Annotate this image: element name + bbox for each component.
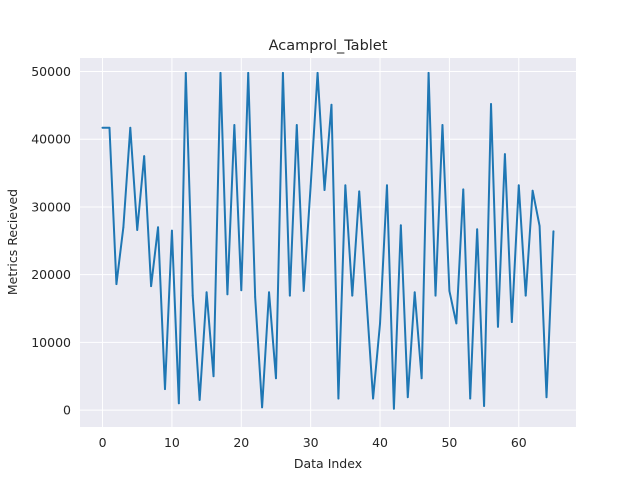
data-point: [420, 377, 423, 380]
data-point: [150, 285, 153, 288]
data-point: [129, 126, 132, 129]
data-point: [427, 72, 430, 74]
x-tick-label: 0: [99, 435, 107, 450]
data-point: [275, 377, 277, 380]
data-point: [247, 72, 250, 74]
data-point: [406, 396, 409, 399]
data-point: [510, 321, 513, 323]
data-point: [233, 124, 236, 126]
data-point: [441, 124, 444, 126]
x-tick-label: 40: [372, 435, 388, 450]
data-point: [254, 296, 257, 298]
data-point: [122, 226, 125, 229]
x-tick-label: 10: [164, 435, 180, 450]
data-point: [177, 402, 180, 405]
data-point: [379, 322, 381, 325]
y-axis-label: Metrics Recieved: [5, 189, 20, 295]
data-point: [531, 189, 534, 192]
data-point: [330, 103, 333, 106]
data-point: [399, 224, 402, 227]
y-tick-label: 0: [63, 403, 71, 418]
data-point: [344, 184, 347, 187]
data-point: [497, 325, 499, 328]
data-point: [219, 72, 222, 74]
series-layer: [101, 71, 555, 410]
data-point: [538, 225, 541, 227]
x-tick-label: 20: [233, 435, 249, 450]
y-tick-label: 40000: [31, 132, 71, 147]
data-point: [268, 291, 270, 294]
data-point: [337, 397, 340, 400]
data-point: [205, 291, 208, 294]
y-tick-label: 30000: [31, 199, 71, 214]
data-point: [469, 397, 472, 400]
data-point: [295, 124, 298, 126]
data-point: [413, 291, 416, 294]
data-point: [282, 72, 284, 74]
data-point: [157, 226, 159, 229]
data-point: [226, 293, 229, 296]
y-tick-label: 20000: [31, 267, 71, 282]
data-point: [504, 153, 506, 156]
data-point: [115, 283, 118, 286]
x-tick-label: 50: [441, 435, 457, 450]
data-point: [386, 184, 388, 187]
data-point: [351, 294, 354, 297]
data-point: [393, 407, 395, 410]
chart-title: Acamprol_Tablet: [269, 38, 388, 54]
x-tick-label: 60: [511, 435, 527, 450]
data-point: [198, 399, 201, 401]
data-point: [101, 126, 104, 129]
data-point: [288, 294, 291, 297]
data-point: [455, 322, 458, 325]
data-point: [108, 126, 111, 129]
data-point: [143, 155, 146, 158]
data-point: [191, 294, 194, 297]
data-point: [476, 228, 479, 231]
data-point: [358, 190, 361, 193]
data-point: [309, 185, 312, 187]
data-point: [552, 230, 555, 233]
data-point: [240, 289, 243, 292]
data-point: [136, 229, 139, 231]
grid-lines: [80, 58, 576, 427]
data-point: [490, 103, 492, 105]
data-point: [184, 72, 187, 74]
series-line: [101, 71, 555, 410]
data-point: [212, 375, 215, 378]
data-point: [365, 293, 368, 296]
data-point: [434, 294, 437, 297]
data-point: [164, 388, 166, 390]
data-point: [171, 229, 173, 232]
x-axis-label: Data Index: [294, 456, 362, 471]
data-point: [261, 406, 263, 409]
y-tick-label: 10000: [31, 335, 71, 350]
data-point: [302, 290, 305, 292]
data-point: [483, 405, 485, 407]
x-tick-label: 30: [303, 435, 319, 450]
data-point: [316, 72, 319, 74]
data-point: [545, 396, 548, 399]
plot-area: [80, 58, 576, 427]
data-point: [524, 294, 527, 297]
data-point: [448, 290, 451, 292]
data-point: [517, 184, 520, 187]
data-point: [372, 397, 374, 400]
data-point: [462, 188, 465, 191]
y-tick-label: 50000: [31, 64, 71, 79]
tick-labels: 0 10000 20000 30000 40000 50000 0 10 20 30 40 50 60: [31, 64, 527, 450]
data-point: [323, 189, 326, 191]
